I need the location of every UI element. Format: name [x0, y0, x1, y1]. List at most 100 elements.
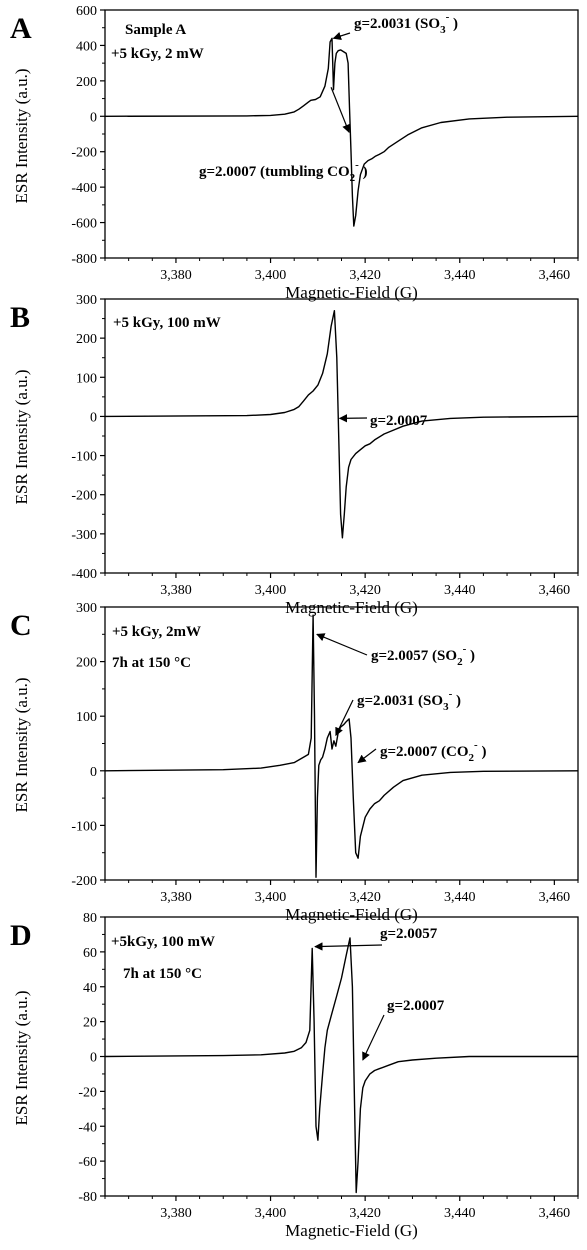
- y-tick-label: 200: [76, 656, 97, 671]
- panel-letter: A: [10, 12, 32, 45]
- x-tick-label: 3,380: [160, 268, 192, 283]
- y-tick-label: 200: [76, 75, 97, 90]
- y-axis-title: ESR Intensity (a.u.): [12, 68, 31, 203]
- spectrum-line: [104, 310, 579, 539]
- annotation-text: g=2.0031 (SO: [357, 693, 443, 709]
- y-tick-label: -200: [71, 146, 97, 161]
- y-tick-label: -200: [71, 489, 97, 504]
- x-tick-label: 3,400: [255, 583, 287, 598]
- y-tick-label: 600: [76, 4, 97, 19]
- x-tick-label: 3,380: [160, 583, 192, 598]
- y-tick-label: -60: [78, 1155, 97, 1170]
- annotation-close: ): [452, 693, 461, 709]
- y-tick-label: 100: [76, 710, 97, 725]
- y-tick-label: 300: [76, 601, 97, 616]
- annotation-superscript: -: [446, 11, 450, 23]
- y-tick-label: -100: [71, 450, 97, 465]
- x-tick-label: 3,400: [255, 890, 287, 905]
- y-tick-label: 0: [90, 110, 97, 125]
- y-tick-label: 40: [83, 981, 97, 996]
- y-axis-title: ESR Intensity (a.u.): [12, 369, 31, 504]
- annotation-arrow: [316, 633, 368, 656]
- g-value-annotation: g=2.0007 (tumbling CO2- ): [199, 159, 368, 184]
- caption-line: +5 kGy, 2mW: [112, 624, 201, 640]
- annotation-subscript: 2: [457, 656, 463, 668]
- y-tick-label: -400: [71, 567, 97, 582]
- y-tick-label: 0: [90, 765, 97, 780]
- annotation-arrow: [362, 1014, 385, 1061]
- panel-letter: B: [10, 301, 30, 334]
- annotation-arrow: [332, 32, 351, 41]
- annotation-arrow: [314, 942, 383, 951]
- g-value-annotation: g=2.0031 (SO3- ): [354, 11, 458, 36]
- y-tick-label: -20: [78, 1085, 97, 1100]
- y-tick-label: -800: [71, 252, 97, 267]
- y-tick-label: 400: [76, 39, 97, 54]
- panel-b: B -400 -300 -200 -100 0 100 200 300 3,380 3,400 3,4…: [10, 293, 579, 617]
- x-tick-label: 3,420: [349, 890, 381, 905]
- g-value-annotation: g=2.0057: [380, 926, 438, 942]
- annotation-superscript: -: [463, 643, 467, 655]
- y-tick-label: -300: [71, 528, 97, 543]
- y-tick-label: 80: [83, 911, 97, 926]
- annotation-arrow: [335, 699, 354, 737]
- caption-line: +5 kGy, 2 mW: [111, 46, 204, 62]
- x-tick-label: 3,460: [539, 890, 571, 905]
- annotation-text: g=2.0007: [370, 413, 428, 429]
- y-tick-label: -80: [78, 1190, 97, 1205]
- y-tick-label: 100: [76, 371, 97, 386]
- x-tick-label: 3,380: [160, 890, 192, 905]
- g-value-annotation: g=2.0031 (SO3- ): [357, 688, 461, 713]
- annotation-close: ): [449, 16, 458, 32]
- y-tick-label: 20: [83, 1016, 97, 1031]
- annotation-close: ): [466, 648, 475, 664]
- annotation-text: g=2.0057 (SO: [371, 648, 457, 664]
- y-tick-label: 300: [76, 293, 97, 308]
- caption-line: Sample A: [125, 22, 186, 38]
- x-tick-label: 3,400: [255, 1206, 287, 1221]
- y-tick-label: -200: [71, 874, 97, 889]
- panel-a: A -800 -600 -400 -200 0 200 400 600 3,380 3,400 3,4…: [10, 4, 579, 302]
- x-tick-label: 3,460: [539, 268, 571, 283]
- x-tick-label: 3,380: [160, 1206, 192, 1221]
- panel-c: C -200 -100 0 100 200 300 3,380 3,400 3,420 3,440 3…: [10, 601, 579, 924]
- caption-line: +5 kGy, 100 mW: [113, 315, 221, 331]
- y-tick-label: 0: [90, 1051, 97, 1066]
- x-axis-title: Magnetic-Field (G): [285, 1221, 418, 1240]
- annotation-superscript: -: [355, 159, 359, 171]
- x-axis-title: Magnetic-Field (G): [285, 283, 418, 302]
- y-axis-title: ESR Intensity (a.u.): [12, 990, 31, 1125]
- x-tick-label: 3,460: [539, 1206, 571, 1221]
- annotation-superscript: -: [474, 739, 478, 751]
- y-tick-label: 200: [76, 332, 97, 347]
- y-tick-label: -400: [71, 181, 97, 196]
- x-tick-label: 3,420: [349, 1206, 381, 1221]
- panel-d: D -80 -60 -40 -20 0 20 40 60 80 3,380 3,400 3,420 3,4…: [10, 911, 579, 1240]
- annotation-subscript: 3: [440, 24, 446, 36]
- plot-frame: [104, 606, 579, 881]
- annotation-close: ): [478, 744, 487, 760]
- y-tick-label: 60: [83, 946, 97, 961]
- annotation-arrow: [330, 87, 351, 134]
- annotation-arrow: [357, 748, 377, 764]
- caption-line: 7h at 150 °C: [112, 655, 191, 671]
- x-tick-label: 3,440: [444, 583, 476, 598]
- x-tick-label: 3,440: [444, 1206, 476, 1221]
- g-value-annotation: g=2.0057 (SO2- ): [371, 643, 475, 668]
- annotation-text: g=2.0031 (SO: [354, 16, 440, 32]
- annotation-text: g=2.0007: [387, 998, 445, 1014]
- caption-line: 7h at 150 °C: [123, 966, 202, 982]
- y-tick-label: 0: [90, 410, 97, 425]
- annotation-text: g=2.0057: [380, 926, 438, 942]
- annotation-text: g=2.0007 (tumbling CO: [199, 164, 350, 180]
- g-value-annotation: g=2.0007 (CO2- ): [380, 739, 486, 764]
- x-tick-label: 3,420: [349, 583, 381, 598]
- x-axis-title: Magnetic-Field (G): [285, 905, 418, 924]
- y-tick-label: -600: [71, 217, 97, 232]
- x-tick-label: 3,440: [444, 890, 476, 905]
- g-value-annotation: g=2.0007: [370, 413, 428, 429]
- spectrum-line: [104, 614, 579, 878]
- y-tick-label: -100: [71, 819, 97, 834]
- panel-letter: C: [10, 609, 32, 642]
